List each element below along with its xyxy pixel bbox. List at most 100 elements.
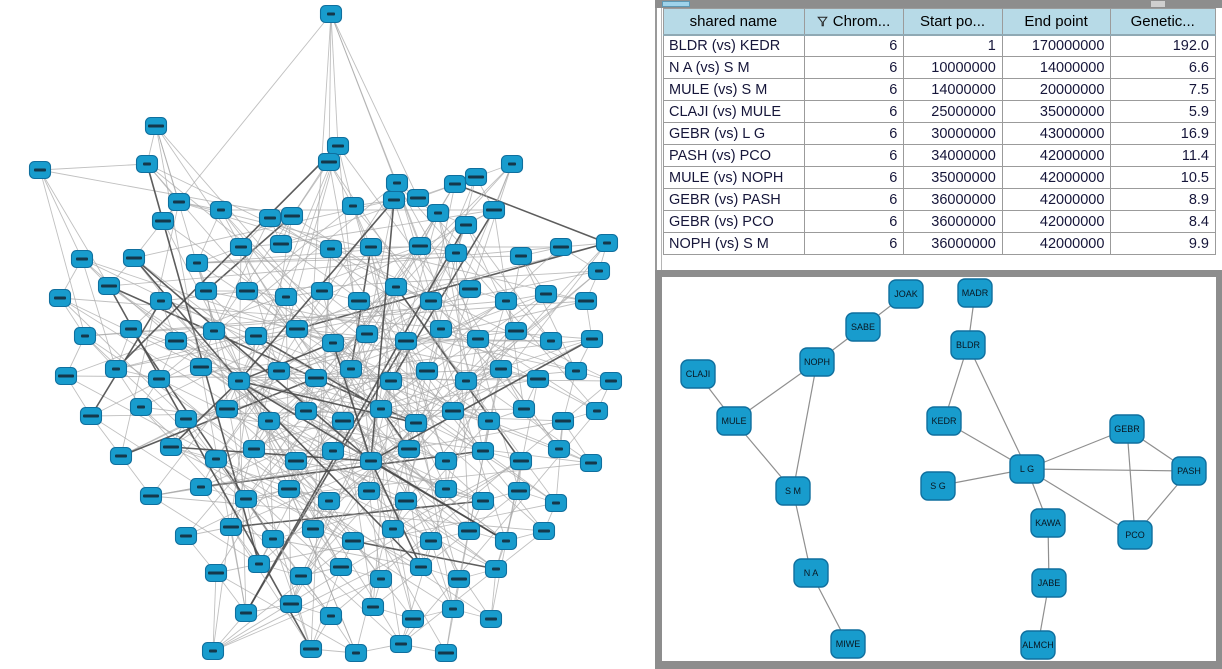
detail-edge-NOPH-S_M[interactable] <box>792 361 818 492</box>
overview-node[interactable] <box>185 253 209 273</box>
detail-node-ALMCH[interactable]: ALMCH <box>1020 630 1056 660</box>
overview-node[interactable] <box>441 401 465 421</box>
overview-node[interactable] <box>279 594 303 614</box>
overview-node[interactable] <box>257 411 281 431</box>
detail-node-JOAK[interactable]: JOAK <box>888 279 924 309</box>
overview-node[interactable] <box>227 371 251 391</box>
column-header-genetic[interactable]: Genetic... <box>1110 8 1216 36</box>
overview-node[interactable] <box>409 557 433 577</box>
overview-node[interactable] <box>70 249 94 269</box>
overview-node[interactable] <box>504 321 528 341</box>
table-row[interactable]: BLDR (vs) KEDR 6 1 170000000 192.0 <box>663 34 1216 57</box>
overview-node[interactable] <box>54 366 78 386</box>
overview-node[interactable] <box>547 439 571 459</box>
overview-node[interactable] <box>544 493 568 513</box>
overview-node[interactable] <box>284 451 308 471</box>
overview-node[interactable] <box>174 526 198 546</box>
overview-node[interactable] <box>109 446 133 466</box>
overview-node[interactable] <box>194 281 218 301</box>
overview-node[interactable] <box>267 361 291 381</box>
detail-node-MIWE[interactable]: MIWE <box>830 629 866 659</box>
overview-node[interactable] <box>202 321 226 341</box>
detail-network-svg[interactable]: JOAK MADR SABE BLDR NOPH CLAJI MULE KEDR GEBR L G… <box>662 277 1216 661</box>
overview-node[interactable] <box>379 371 403 391</box>
overview-node[interactable] <box>539 331 563 351</box>
overview-node[interactable] <box>384 277 408 297</box>
overview-node[interactable] <box>434 451 458 471</box>
overview-node[interactable] <box>429 319 453 339</box>
table-row[interactable]: CLAJI (vs) MULE 6 25000000 35000000 5.9 <box>663 100 1216 123</box>
overview-node[interactable] <box>331 411 355 431</box>
overview-node[interactable] <box>304 368 328 388</box>
overview-node[interactable] <box>219 517 243 537</box>
column-header-shared-name[interactable]: shared name <box>663 8 805 36</box>
detail-edge-BLDR-L_G[interactable] <box>967 344 1028 470</box>
overview-node[interactable] <box>551 411 575 431</box>
detail-node-PASH[interactable]: PASH <box>1171 456 1207 486</box>
overview-node[interactable] <box>339 359 363 379</box>
overview-node[interactable] <box>79 406 103 426</box>
column-header-start-position[interactable]: Start po... <box>903 8 1003 36</box>
overview-node[interactable] <box>385 173 409 193</box>
overview-node[interactable] <box>564 361 588 381</box>
overview-node[interactable] <box>317 152 341 172</box>
detail-node-S_G[interactable]: S G <box>920 471 956 501</box>
overview-node[interactable] <box>247 554 271 574</box>
overview-node[interactable] <box>344 643 368 663</box>
overview-node[interactable] <box>458 279 482 299</box>
overview-node[interactable] <box>73 326 97 346</box>
overview-node[interactable] <box>122 248 146 268</box>
detail-edge-L_G-PASH[interactable] <box>1026 468 1190 472</box>
overview-node[interactable] <box>419 291 443 311</box>
overview-node[interactable] <box>144 116 168 136</box>
overview-node[interactable] <box>167 192 191 212</box>
overview-node[interactable] <box>587 261 611 281</box>
overview-node[interactable] <box>477 411 501 431</box>
overview-node[interactable] <box>434 479 458 499</box>
overview-node[interactable] <box>394 491 418 511</box>
overview-node[interactable] <box>274 287 298 307</box>
overview-node[interactable] <box>280 206 304 226</box>
table-row[interactable]: GEBR (vs) PCO 6 36000000 42000000 8.4 <box>663 210 1216 233</box>
detail-node-KAWA[interactable]: KAWA <box>1030 508 1066 538</box>
overview-node[interactable] <box>482 200 506 220</box>
overview-node[interactable] <box>382 190 406 210</box>
overview-node[interactable] <box>509 451 533 471</box>
overview-node[interactable] <box>209 200 233 220</box>
detail-node-GEBR[interactable]: GEBR <box>1109 414 1145 444</box>
overview-node[interactable] <box>321 333 345 353</box>
overview-node[interactable] <box>457 521 481 541</box>
overview-node[interactable] <box>401 609 425 629</box>
overview-node[interactable] <box>341 531 365 551</box>
detail-node-SABE[interactable]: SABE <box>845 312 881 342</box>
overview-node[interactable] <box>549 237 573 257</box>
overview-node[interactable] <box>419 531 443 551</box>
overview-node[interactable] <box>359 451 383 471</box>
detail-node-S_M[interactable]: S M <box>775 476 811 506</box>
overview-node[interactable] <box>381 519 405 539</box>
table-row[interactable]: GEBR (vs) L G 6 30000000 43000000 16.9 <box>663 122 1216 145</box>
detail-edge-L_G-PCO[interactable] <box>1026 468 1136 536</box>
splitter-handle[interactable] <box>1151 1 1165 7</box>
overview-node[interactable] <box>147 369 171 389</box>
overview-node[interactable] <box>234 603 258 623</box>
overview-node[interactable] <box>129 397 153 417</box>
overview-node[interactable] <box>579 453 603 473</box>
overview-node[interactable] <box>28 160 52 180</box>
overview-node[interactable] <box>174 409 198 429</box>
overview-node[interactable] <box>285 319 309 339</box>
overview-node[interactable] <box>406 188 430 208</box>
overview-node[interactable] <box>389 634 413 654</box>
overview-network-panel[interactable] <box>0 0 655 669</box>
detail-edge-GEBR-PCO[interactable] <box>1126 428 1136 536</box>
table-row[interactable]: MULE (vs) NOPH 6 35000000 42000000 10.5 <box>663 166 1216 189</box>
detail-node-PCO[interactable]: PCO <box>1117 520 1153 550</box>
overview-node[interactable] <box>426 203 450 223</box>
overview-node[interactable] <box>119 319 143 339</box>
overview-node[interactable] <box>269 234 293 254</box>
overview-node[interactable] <box>189 357 213 377</box>
detail-node-L_G[interactable]: L G <box>1009 454 1045 484</box>
overview-node[interactable] <box>294 401 318 421</box>
overview-node[interactable] <box>404 413 428 433</box>
overview-node[interactable] <box>466 329 490 349</box>
